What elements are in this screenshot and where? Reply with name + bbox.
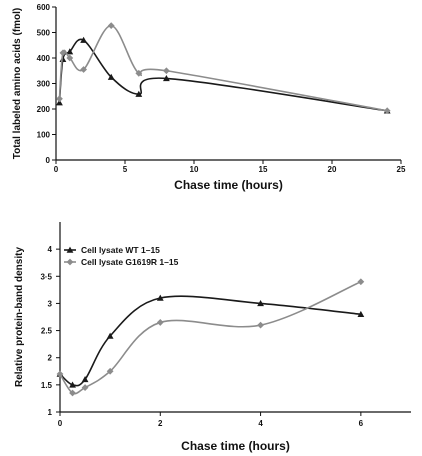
- data-point-2: [59, 49, 67, 57]
- data-point-1: [357, 310, 365, 318]
- x-axis-label: Chase time (hours): [174, 178, 283, 192]
- series-line-1: [58, 38, 388, 112]
- y-tick-label: 2: [48, 354, 53, 363]
- y-tick-label: 3·5: [40, 272, 52, 281]
- data-point-1: [66, 48, 74, 55]
- y-tick-label: 500: [37, 29, 51, 38]
- chart-panel-1: 0 100 200 300 400 500 600 0 5 10 15 20 25 Chase time …: [12, 3, 406, 192]
- data-point-2: [81, 384, 89, 391]
- x-tick-label: 4: [258, 419, 263, 428]
- data-point-2: [56, 370, 64, 378]
- data-point-2: [107, 22, 115, 30]
- x-tick-label: 6: [359, 419, 364, 428]
- series-line-2: [58, 24, 388, 112]
- data-point-2: [80, 66, 87, 73]
- y-tick-label: 0: [46, 156, 51, 165]
- x-tick-label: 5: [123, 165, 128, 174]
- y-tick-label: 3: [48, 299, 53, 308]
- data-point-1: [135, 90, 143, 97]
- x-tick-label: 0: [54, 165, 59, 174]
- y-tick-label: 2.5: [41, 327, 53, 336]
- legend-label: Cell lysate WT 1–15: [81, 245, 160, 255]
- y-tick-label: 400: [37, 54, 51, 63]
- data-point-2: [357, 278, 365, 286]
- data-point-2: [257, 321, 264, 329]
- data-point-2: [383, 107, 391, 115]
- y-tick-label: 1: [48, 408, 53, 417]
- y-tick-label: 4: [48, 245, 53, 254]
- data-point-1: [81, 376, 89, 383]
- x-tick-label: 25: [397, 165, 406, 174]
- x-tick-label: 10: [190, 165, 199, 174]
- x-axis-label: Chase time (hours): [181, 439, 290, 453]
- y-tick-label: 100: [37, 131, 51, 140]
- data-point-1: [80, 36, 87, 43]
- legend-swatch-marker: [66, 246, 74, 253]
- x-tick-label: 0: [58, 419, 63, 428]
- data-point-1: [156, 294, 164, 301]
- data-point-2: [56, 95, 63, 103]
- data-point-1: [69, 381, 76, 388]
- y-tick-label: 1.5: [41, 381, 53, 390]
- chart-panel-2: 1 1.5 2 2.5 3 3·5 4 0 2 4 6 Chase time (hours) Relat…: [14, 222, 411, 453]
- data-point-2: [163, 67, 170, 75]
- y-tick-label: 300: [37, 80, 51, 89]
- x-tick-label: 20: [328, 165, 337, 174]
- data-point-1: [257, 300, 264, 307]
- x-tick-label: 2: [158, 419, 163, 428]
- data-point-2: [156, 319, 164, 326]
- legend: Cell lysate WT 1–15 Cell lysate G1619R 1–…: [64, 245, 179, 267]
- x-tick-label: 15: [259, 165, 268, 174]
- series-line-1: [59, 295, 361, 387]
- y-tick-label: 600: [37, 3, 51, 12]
- y-tick-label: 200: [37, 105, 51, 114]
- legend-label: Cell lysate G1619R 1–15: [81, 257, 179, 267]
- data-point-2: [106, 367, 114, 375]
- data-point-1: [56, 99, 63, 106]
- data-point-1: [106, 332, 114, 339]
- data-point-2: [66, 54, 74, 62]
- data-point-1: [107, 73, 115, 80]
- legend-swatch-marker: [66, 258, 74, 266]
- y-axis-label: Relative protein-band density: [14, 247, 25, 387]
- data-point-2: [69, 389, 76, 397]
- data-point-1: [163, 75, 170, 82]
- data-point-2: [135, 69, 143, 77]
- y-axis-label: Total labeled amino acids (fmol): [12, 8, 23, 160]
